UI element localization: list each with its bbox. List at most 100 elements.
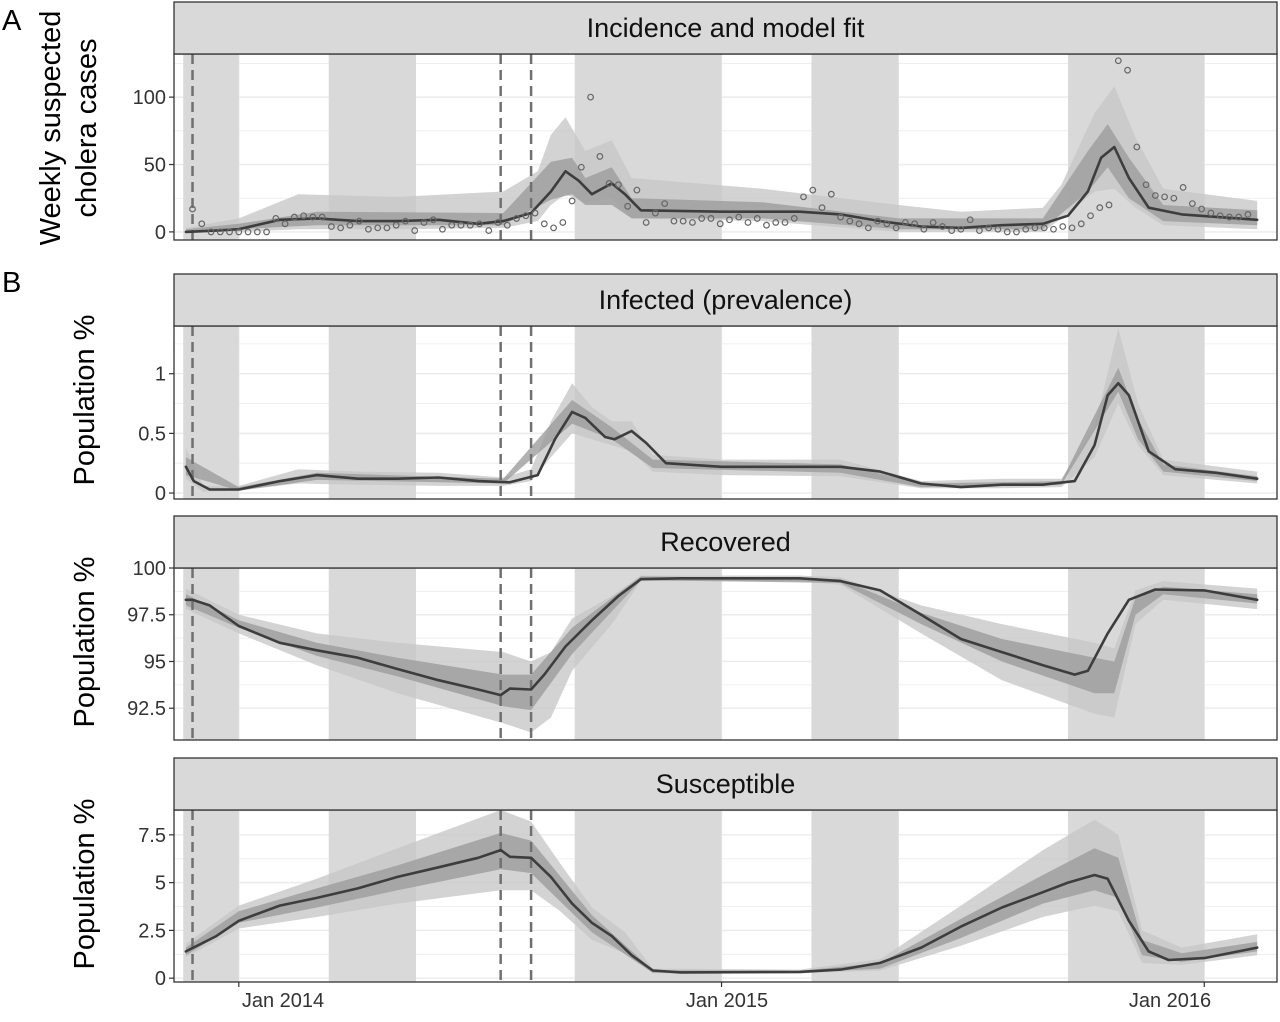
data-point: [929, 219, 937, 226]
y-tick-label: 0: [155, 483, 166, 505]
data-point: [763, 221, 770, 229]
model-line-0: [184, 848, 1259, 974]
data-point: [744, 219, 752, 226]
ribbon-50: [185, 832, 1258, 973]
x-tick-label-jan-2016: Jan 2016: [1129, 990, 1211, 1012]
data-point: [207, 228, 215, 236]
strip-incidence-and-model-fit: [173, 1, 1278, 55]
y-tick-label: 2.5: [138, 920, 166, 942]
panel-tag-b: B: [2, 267, 21, 299]
data-point: [476, 220, 483, 228]
strip-susceptible: [173, 757, 1278, 811]
model-line-0: [184, 382, 1259, 491]
data-point: [614, 181, 622, 189]
y-tick-label: 95: [144, 651, 166, 673]
data-point: [874, 217, 881, 225]
data-point: [1188, 200, 1196, 208]
data-point: [827, 190, 835, 198]
data-point: [1235, 213, 1243, 221]
data-point: [1161, 193, 1168, 201]
data-point: [559, 219, 567, 226]
data-point: [624, 202, 632, 210]
data-point: [698, 215, 706, 222]
y-tick-label: 92.5: [127, 698, 166, 720]
data-point: [1003, 228, 1011, 236]
data-point: [846, 217, 854, 225]
data-point: [540, 220, 548, 228]
ribbon-90: [185, 575, 1258, 733]
data-point: [1022, 225, 1030, 233]
strip-infected-prevalence: [173, 273, 1278, 327]
y-axis-title-susceptible: Population %: [69, 799, 101, 970]
y-tick-label: 50: [144, 155, 166, 177]
data-point: [1087, 212, 1094, 220]
ribbon-50: [185, 576, 1258, 711]
data-point: [994, 225, 1002, 233]
data-point: [605, 179, 613, 187]
data-point: [253, 228, 261, 236]
strip-title-susceptible: Susceptible: [656, 769, 796, 799]
y-tick-label: 0.5: [138, 423, 166, 445]
data-point: [263, 228, 270, 236]
data-point: [485, 227, 493, 234]
data-point: [448, 221, 456, 229]
data-point: [938, 223, 946, 230]
y-tick-label: 100: [133, 558, 166, 580]
data-point: [855, 220, 863, 228]
data-point: [837, 213, 844, 221]
season-band: [574, 568, 722, 740]
data-point: [753, 215, 761, 222]
data-point: [818, 204, 826, 212]
data-point: [457, 221, 465, 229]
data-point: [1207, 209, 1215, 217]
strip-recovered: [173, 515, 1278, 569]
data-point: [661, 200, 669, 208]
data-point: [985, 224, 993, 232]
x-tick-label-jan-2014: Jan 2014: [242, 990, 324, 1012]
data-point: [466, 221, 474, 229]
data-point: [272, 215, 280, 222]
data-point: [1031, 224, 1039, 232]
data-point: [216, 228, 224, 236]
y-tick-label: 1: [155, 364, 166, 386]
data-point: [522, 212, 530, 220]
data-point: [689, 219, 696, 226]
data-point: [439, 225, 446, 233]
data-point: [1068, 224, 1076, 232]
season-band: [183, 54, 239, 240]
x-tick-label-jan-2015: Jan 2015: [686, 990, 768, 1012]
data-point: [189, 205, 196, 213]
data-point: [966, 216, 974, 224]
panel-incidence-and-model-fit: Incidence and model fit 0 50 100: [133, 1, 1278, 244]
data-point: [327, 223, 335, 230]
data-point: [1225, 213, 1233, 221]
data-point: [411, 227, 419, 234]
strip-title-infected-prevalence: Infected (prevalence): [599, 285, 853, 315]
data-point: [244, 228, 252, 236]
data-point: [633, 186, 641, 194]
data-point: [290, 213, 298, 221]
data-point: [365, 225, 372, 233]
data-point: [235, 228, 243, 236]
data-point: [892, 224, 900, 232]
data-point: [652, 209, 659, 217]
data-point: [494, 219, 502, 226]
data-point: [1133, 143, 1141, 151]
y-tick-label: 97.5: [127, 605, 166, 627]
panel-tag-a: A: [2, 5, 22, 37]
data-point: [577, 163, 585, 171]
data-point: [1151, 192, 1159, 199]
data-point: [1059, 223, 1067, 230]
data-point: [735, 213, 743, 221]
data-point: [402, 217, 409, 225]
y-axis-title-recovered: Population %: [69, 557, 101, 728]
data-point: [1198, 205, 1206, 213]
data-point: [920, 225, 928, 233]
data-point: [429, 216, 437, 224]
data-point: [1050, 225, 1057, 233]
ribbon-90: [185, 328, 1258, 492]
data-point: [716, 220, 724, 228]
data-point: [309, 213, 317, 221]
data-point: [587, 93, 595, 101]
data-point: [1179, 184, 1187, 191]
